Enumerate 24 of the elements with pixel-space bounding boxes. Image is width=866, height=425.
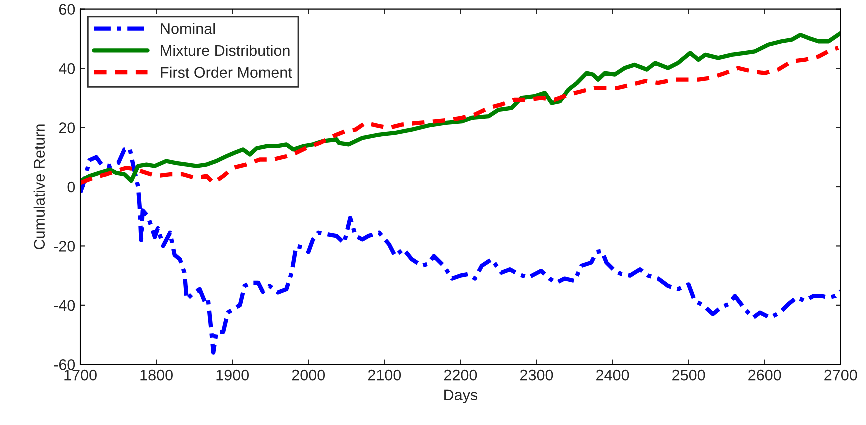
x-tick-label: 2000 (292, 370, 326, 381)
x-tick-label: 2600 (748, 370, 782, 381)
x-tick-label: 2700 (824, 370, 858, 381)
x-tick-label: 2100 (368, 370, 402, 381)
x-axis-title: Days (444, 390, 478, 404)
legend-label: Mixture Distribution (161, 44, 290, 56)
x-tick-label: 2400 (596, 370, 630, 381)
line-series (80, 146, 841, 355)
y-tick-label: -60 (54, 360, 76, 370)
legend-label: First Order Moment (161, 66, 292, 78)
y-axis-title: Cumulative Return (34, 124, 46, 250)
y-tick-label: -40 (54, 300, 76, 312)
legend-label: Nominal (161, 23, 215, 34)
y-tick-label: 0 (68, 182, 76, 193)
y-tick-label: 20 (59, 122, 76, 134)
y-tick-label: 40 (59, 63, 76, 74)
y-tick-label: -20 (54, 241, 76, 252)
x-tick-label: 1900 (216, 370, 250, 381)
x-tick-label: 2200 (444, 370, 478, 381)
x-tick-label: 2300 (520, 370, 554, 381)
x-tick-label: 1700 (64, 370, 97, 381)
y-tick-label: 60 (59, 4, 76, 16)
x-tick-label: 2500 (672, 370, 706, 381)
x-tick-label: 1800 (140, 370, 173, 381)
